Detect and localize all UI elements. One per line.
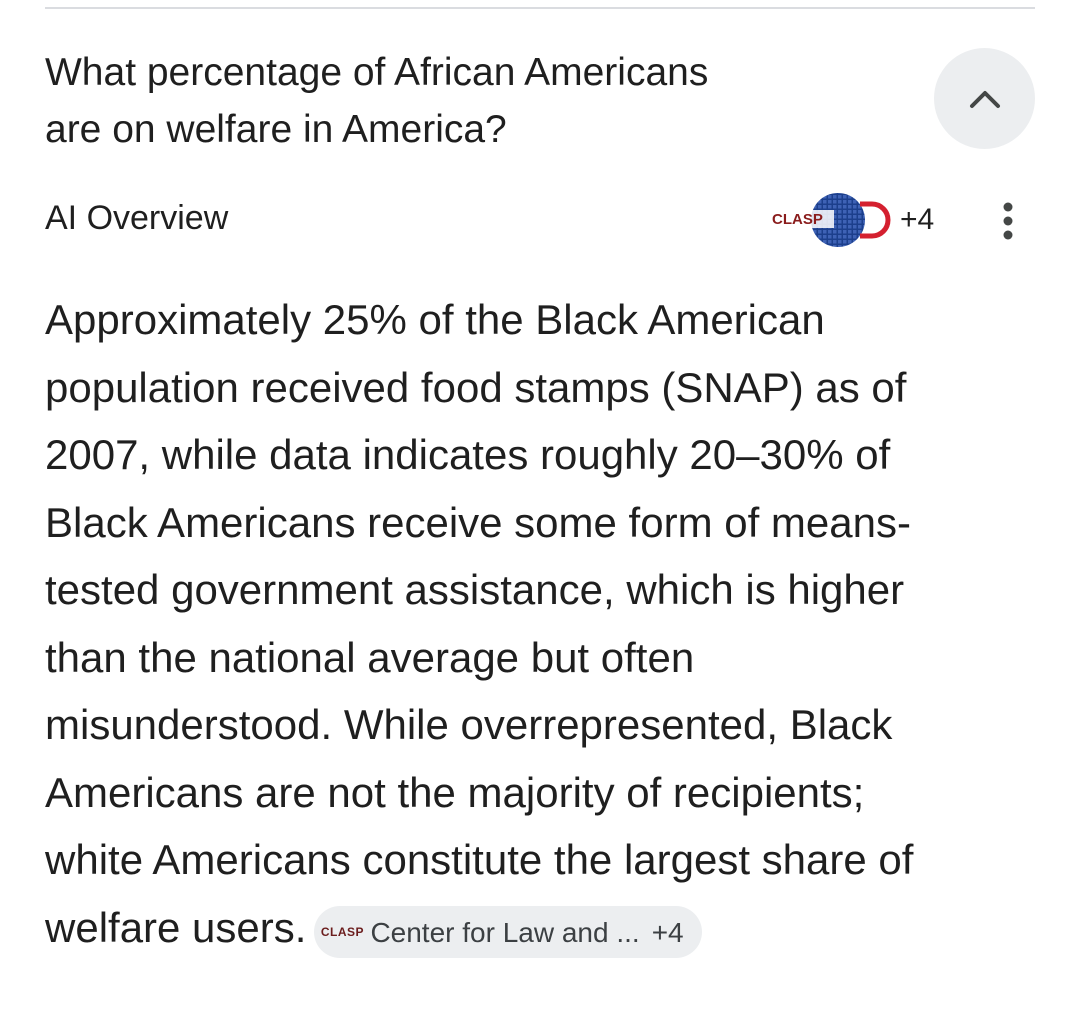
answer-line: white Americans constitute the largest s… [45,836,914,883]
more-options-button[interactable] [988,196,1028,246]
answer-last-line: welfare users. CLASP Center for Law and ..… [45,894,1045,962]
question-line-2: are on welfare in America? [45,108,507,151]
clasp-logo-text: CLASP [772,211,823,228]
citation-source-name: Center for Law and ... [370,916,640,948]
sources-count: +4 [900,203,935,236]
answer-line: welfare users. [45,903,307,951]
citation-logo-icon: CLASP [320,924,365,939]
sources-button[interactable]: CLASP +4 [768,190,943,250]
collapse-button[interactable] [934,48,1035,149]
answer-line: tested government assistance, which is h… [45,566,905,613]
answer-line: Americans are not the majority of recipi… [45,768,865,816]
chevron-up-icon [969,90,1000,108]
clasp-logo-icon: CLASP [768,193,891,247]
answer-text: Approximately 25% of the Black American … [45,286,1045,961]
top-divider [45,7,1035,9]
answer-line: population received food stamps (SNAP) a… [45,363,907,411]
ai-overview-label: AI Overview [45,199,229,237]
answer-line: misunderstood. While overrepresented, Bl… [45,701,893,748]
answer-line: than the national average but often [45,633,695,681]
more-vert-icon [1003,202,1013,240]
citation-chip[interactable]: CLASP Center for Law and ... +4 [314,906,702,959]
question-line-1: What percentage of African Americans [45,51,709,94]
answer-line: 2007, while data indicates roughly 20–30… [45,431,891,478]
question-title: What percentage of African Americans are… [45,44,905,158]
answer-line: Black Americans receive some form of mea… [45,498,911,546]
answer-line: Approximately 25% of the Black American [45,296,825,343]
citation-extra-count: +4 [651,916,684,948]
